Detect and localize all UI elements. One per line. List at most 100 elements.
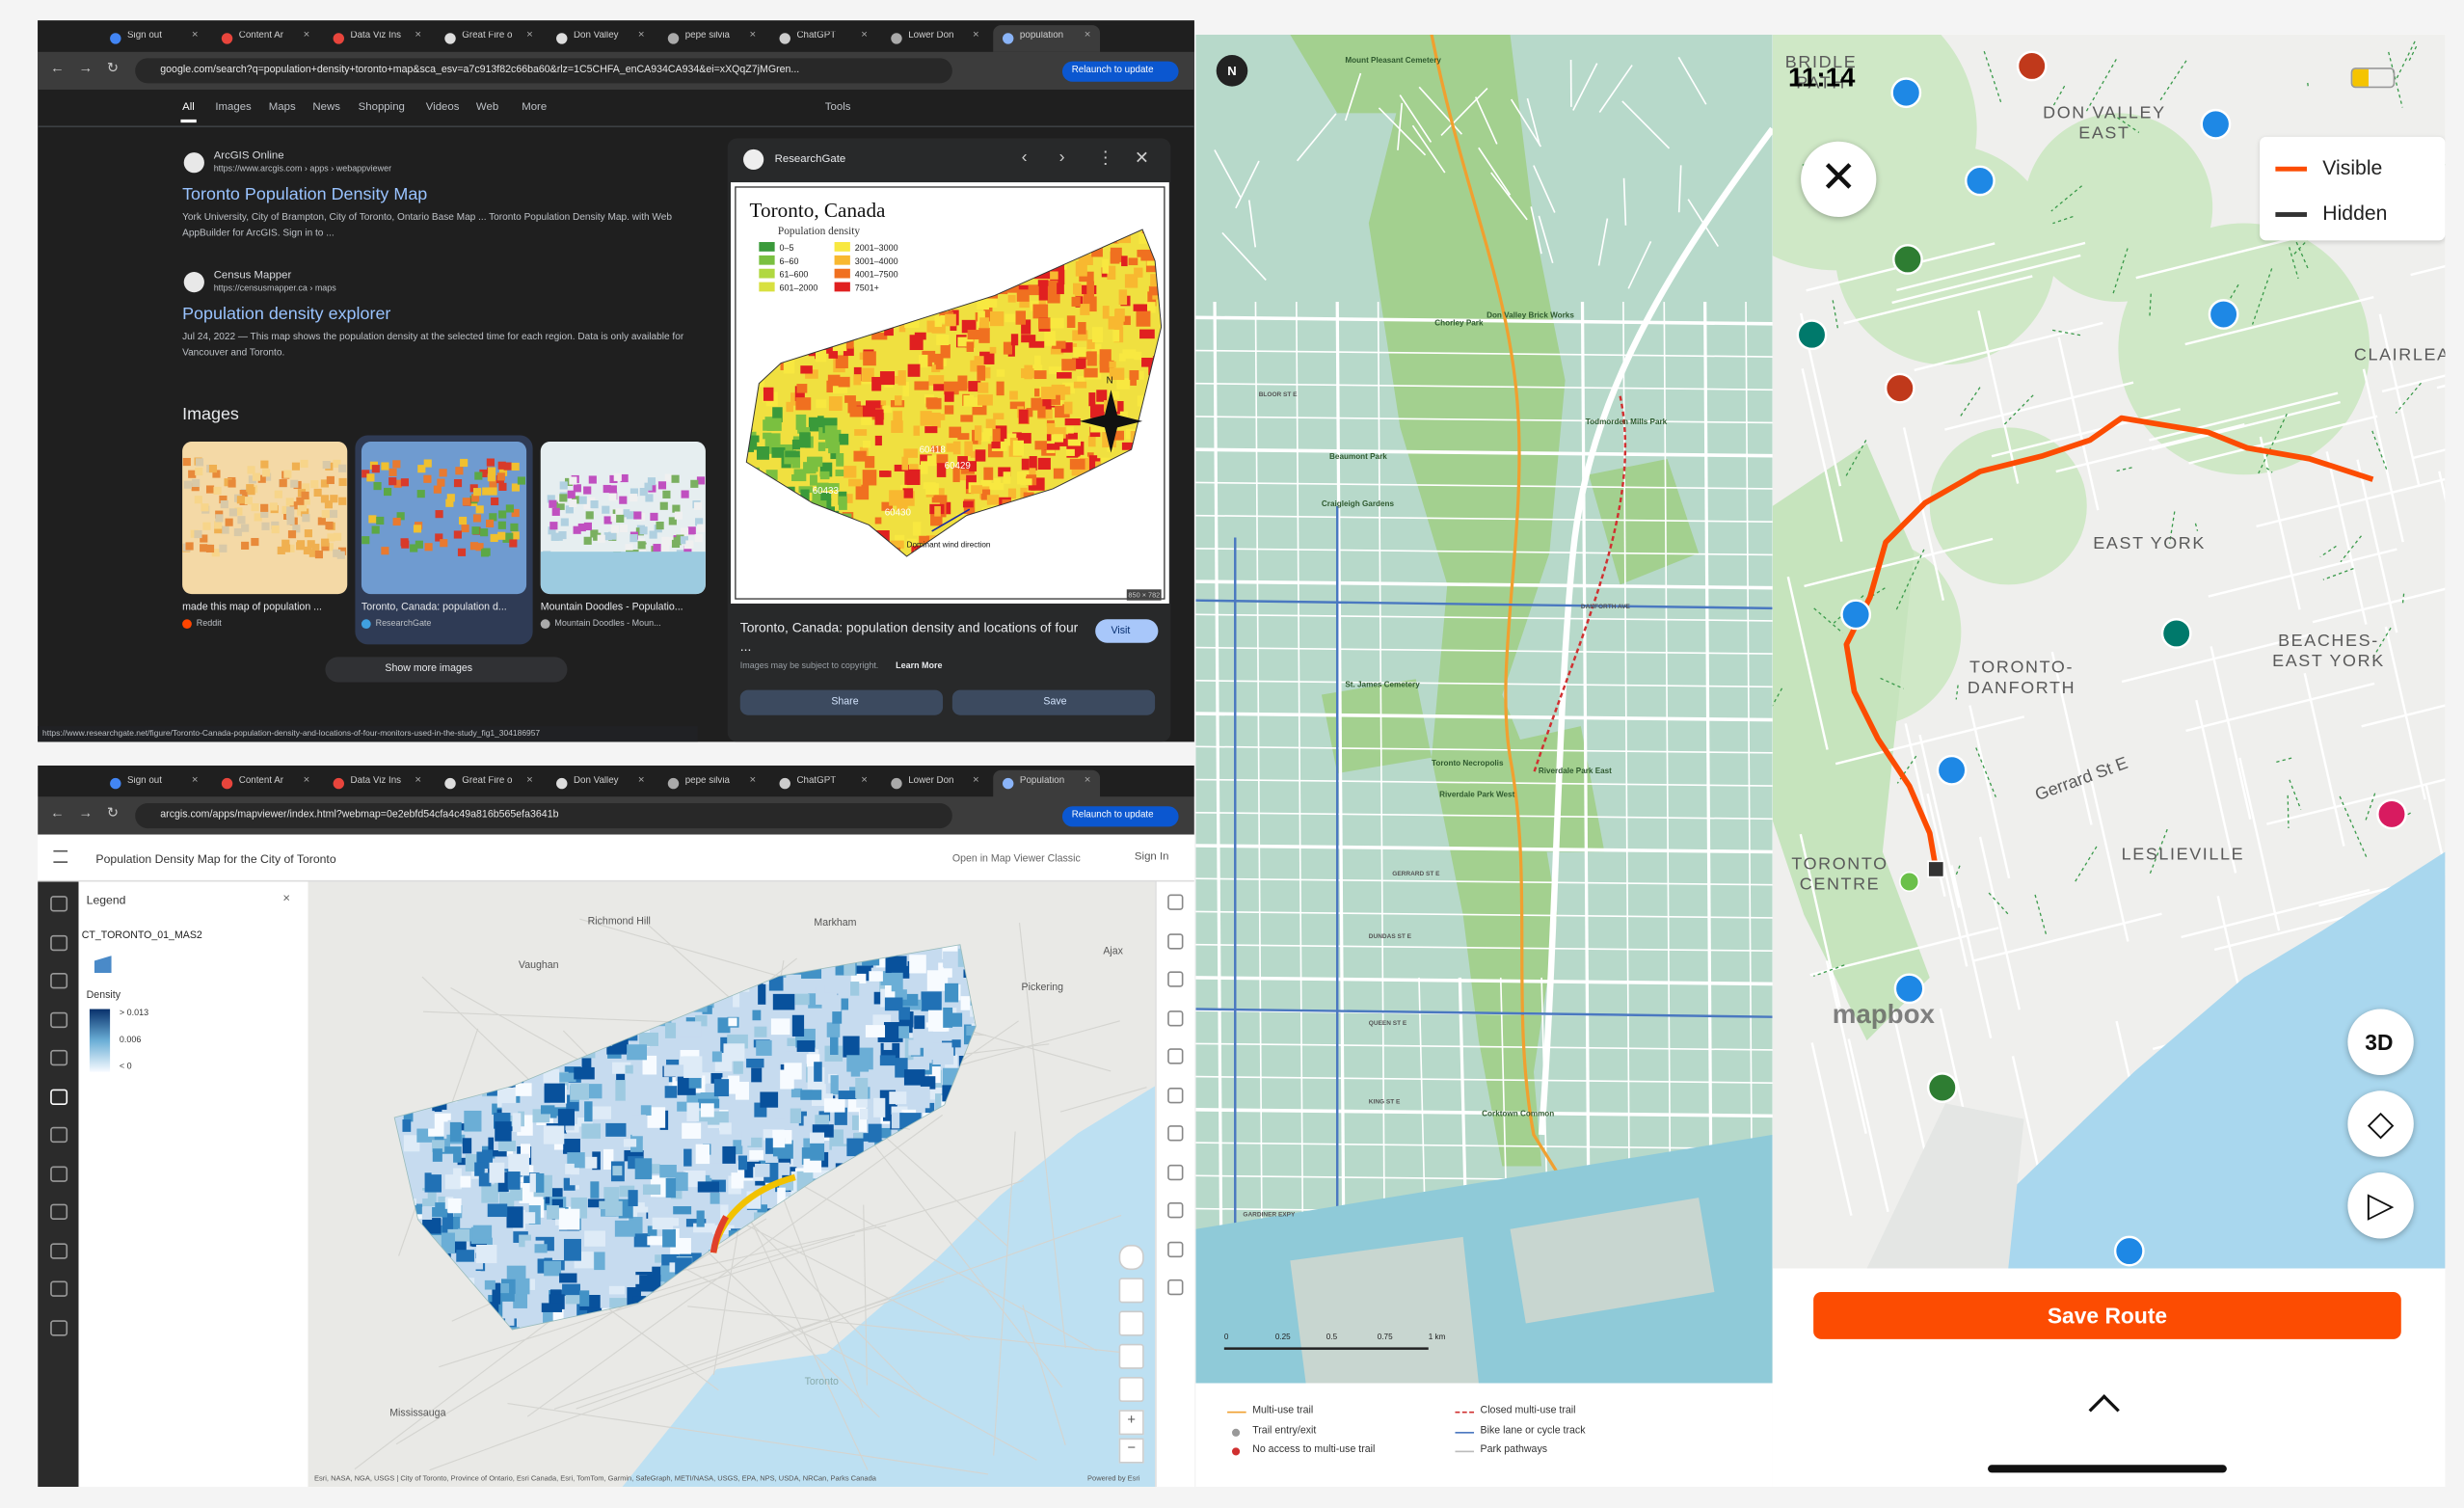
right-tool-icon[interactable] [1167, 1010, 1184, 1026]
browser-tab[interactable]: pepe silvia × [658, 25, 765, 52]
address-bar[interactable]: google.com/search?q=population+density+t… [135, 58, 952, 84]
open-classic[interactable]: Open in Map Viewer Classic [951, 853, 1081, 865]
save-route-button[interactable]: Save Route [1813, 1291, 2401, 1339]
nav-button[interactable]: ↻ [106, 59, 120, 76]
learn-more-link[interactable]: Learn More [896, 661, 943, 672]
result-title[interactable]: Toronto Population Density Map [182, 185, 428, 204]
right-tool-icon[interactable] [1167, 1240, 1184, 1257]
tool-icon[interactable] [50, 1203, 68, 1220]
menu-icon[interactable] [53, 849, 68, 863]
map-tool-button[interactable] [1118, 1310, 1144, 1336]
map-3d-button[interactable]: 3D [2347, 1009, 2414, 1075]
preview-control[interactable]: ‹ [1021, 148, 1028, 167]
result-title[interactable]: Population density explorer [182, 305, 391, 324]
search-nav-tab[interactable]: News [312, 101, 340, 114]
map-tool-button[interactable] [1118, 1245, 1144, 1271]
address-bar[interactable]: arcgis.com/apps/mapviewer/index.html?web… [135, 802, 952, 829]
right-tool-icon[interactable] [1167, 932, 1184, 949]
search-nav-tab[interactable]: Videos [425, 101, 460, 114]
tool-icon[interactable] [50, 1280, 68, 1297]
search-nav-tab[interactable]: Web [475, 101, 499, 114]
relaunch-button[interactable]: Relaunch to update [1061, 806, 1179, 827]
tool-icon[interactable] [50, 1319, 68, 1335]
tool-icon[interactable] [50, 934, 68, 951]
right-tool-icon[interactable] [1167, 1125, 1184, 1142]
image-caption[interactable]: Mountain Doodles - Populatio... [540, 602, 683, 613]
map-tool-button[interactable] [1118, 1376, 1144, 1403]
nav-button[interactable]: → [78, 804, 94, 821]
search-nav-tab[interactable]: All [182, 101, 195, 114]
browser-tab[interactable]: Great Fire o × [436, 25, 543, 52]
right-tool-icon[interactable] [1167, 1202, 1184, 1219]
thumbnail-cell [252, 472, 261, 481]
preview-control[interactable]: ⋮ [1096, 148, 1114, 169]
tool-icon[interactable] [50, 1088, 68, 1105]
browser-tab[interactable]: Sign out × [100, 25, 207, 52]
browser-tab[interactable]: Population × [993, 769, 1101, 797]
search-nav-tab[interactable]: Maps [268, 101, 296, 114]
density-cell [664, 1086, 678, 1098]
browser-tab[interactable]: Data Viz Ins × [324, 25, 431, 52]
zoom-button[interactable]: + [1118, 1410, 1144, 1436]
close-button[interactable]: ✕ [1801, 141, 1877, 217]
save-button[interactable]: Save [951, 689, 1156, 715]
sheet-chevron[interactable] [2088, 1394, 2120, 1426]
tool-icon[interactable] [50, 1010, 68, 1028]
right-tool-icon[interactable] [1167, 1048, 1184, 1064]
show-more-button[interactable]: Show more images [325, 657, 568, 683]
search-nav-tab[interactable]: Shopping [358, 101, 405, 114]
tool-icon[interactable] [50, 1049, 68, 1066]
zoom-button[interactable]: − [1118, 1438, 1144, 1464]
visit-button[interactable]: Visit [1095, 619, 1159, 643]
browser-tab[interactable]: Data Viz Ins × [324, 770, 431, 797]
right-tool-icon[interactable] [1167, 1087, 1184, 1103]
relaunch-button[interactable]: Relaunch to update [1061, 61, 1179, 82]
result-url: https://censusmapper.ca › maps [213, 284, 336, 294]
tool-icon[interactable] [50, 1126, 68, 1144]
search-nav-tab[interactable]: Images [215, 101, 252, 114]
browser-tab[interactable]: ChatGPT × [770, 770, 877, 797]
density-cell [863, 351, 876, 366]
browser-tab[interactable]: Content Ar × [212, 770, 319, 797]
browser-tab[interactable]: Sign out × [100, 770, 207, 797]
browser-tab[interactable]: pepe silvia × [658, 770, 765, 797]
nav-button[interactable]: → [78, 59, 94, 76]
browser-tab[interactable]: population × [993, 25, 1101, 52]
trail-path [1894, 549, 1925, 612]
sign-in[interactable]: Sign In [1134, 851, 1169, 863]
density-cell [645, 985, 662, 1001]
browser-tab[interactable]: Don Valley × [547, 770, 654, 797]
preview-control[interactable]: › [1058, 148, 1065, 167]
browser-tab[interactable]: Lower Don × [881, 770, 988, 797]
share-button[interactable]: Share [739, 689, 944, 715]
right-tool-icon[interactable] [1167, 894, 1184, 910]
image-caption[interactable]: made this map of population ... [182, 602, 322, 613]
right-tool-icon[interactable] [1167, 971, 1184, 987]
legend-close[interactable]: × [282, 891, 291, 905]
tool-icon[interactable] [50, 1165, 68, 1182]
right-tool-icon[interactable] [1167, 1164, 1184, 1180]
browser-tab[interactable]: Don Valley × [547, 25, 654, 52]
map-control-button[interactable]: ◇ [2347, 1091, 2414, 1157]
preview-control[interactable]: ✕ [1134, 148, 1149, 169]
thumbnail-cell [502, 534, 511, 543]
tool-icon[interactable] [50, 973, 68, 989]
browser-tab[interactable]: Content Ar × [212, 25, 319, 52]
nav-button[interactable]: ← [50, 59, 65, 76]
density-cell [497, 1140, 517, 1152]
browser-tab[interactable]: Lower Don × [881, 25, 988, 52]
thumbnail-cell [647, 477, 656, 486]
map-control-button[interactable]: ▷ [2347, 1172, 2414, 1239]
right-tool-icon[interactable] [1167, 1279, 1184, 1296]
tools-link[interactable]: Tools [824, 101, 851, 114]
search-nav-tab[interactable]: More [522, 101, 548, 114]
tool-icon[interactable] [50, 1242, 68, 1258]
browser-tab[interactable]: Great Fire o × [436, 770, 543, 797]
nav-button[interactable]: ↻ [106, 804, 120, 821]
map-tool-button[interactable] [1118, 1343, 1144, 1369]
nav-button[interactable]: ← [50, 804, 65, 821]
image-caption[interactable]: Toronto, Canada: population d... [361, 602, 507, 613]
tool-icon[interactable] [50, 896, 68, 912]
map-tool-button[interactable] [1118, 1278, 1144, 1304]
browser-tab[interactable]: ChatGPT × [770, 25, 877, 52]
